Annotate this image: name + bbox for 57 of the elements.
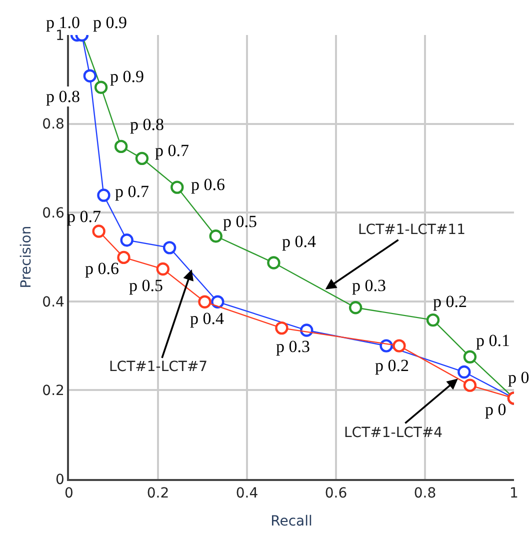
- y-tick-label: 0.6: [42, 206, 65, 222]
- point: [120, 234, 134, 247]
- annotation: p 0.9: [93, 13, 127, 32]
- y-tick-label: 0.4: [42, 294, 65, 310]
- annotation: p 0.5: [129, 276, 163, 295]
- point: [209, 230, 222, 243]
- point: [275, 321, 288, 335]
- point: [198, 295, 212, 308]
- annotation: p 0.6: [191, 175, 225, 194]
- annotation: LCT#1-LCT#11: [358, 222, 466, 238]
- y-axis-title: Precision: [18, 226, 34, 288]
- x-tick-label: 0.6: [324, 486, 348, 502]
- point: [117, 250, 130, 264]
- point: [463, 350, 477, 364]
- x-tick-label: 0.2: [146, 486, 170, 502]
- annotation: p 0.3: [352, 276, 386, 295]
- point: [426, 313, 440, 327]
- point: [156, 262, 170, 276]
- annotation: p 0.6: [85, 259, 119, 278]
- x-tick-label: 1: [510, 486, 518, 502]
- point: [211, 295, 224, 308]
- point: [94, 80, 108, 94]
- x-tick-label: 0.8: [414, 486, 436, 502]
- annotation: p 0.4: [190, 309, 224, 328]
- annotation: p 0.5: [223, 212, 257, 231]
- y-tick-label: 1: [56, 28, 64, 44]
- annotation: LCT#1-LCT#7: [109, 359, 208, 375]
- annotation: p 0.2: [375, 356, 409, 375]
- point: [348, 301, 362, 314]
- annotation: p 0.2: [433, 292, 467, 311]
- annotation: p 0.4: [282, 232, 316, 251]
- point: [114, 140, 128, 154]
- annotation: p 0.3: [276, 337, 310, 356]
- y-tick-label: 0: [56, 472, 64, 488]
- x-tick-label: 0.4: [236, 486, 258, 502]
- point: [83, 69, 97, 82]
- y-tick-label: 0.8: [42, 116, 64, 133]
- annotation: p 0.7: [115, 182, 150, 201]
- x-axis-title: Recall: [270, 513, 312, 530]
- point: [463, 378, 477, 392]
- point: [267, 256, 280, 270]
- annotation: p 0: [508, 368, 530, 387]
- point: [97, 188, 110, 202]
- point: [162, 241, 176, 254]
- annotation: p 0.9: [110, 67, 144, 86]
- y-tick-label: 0.2: [42, 383, 64, 400]
- annotation: LCT#1-LCT#4: [344, 425, 443, 441]
- point: [92, 224, 106, 238]
- point: [135, 152, 149, 166]
- annotation: p 0: [485, 400, 506, 419]
- annotation: p 0.1: [476, 331, 510, 350]
- annotation: p 0.8: [46, 87, 80, 106]
- point: [170, 180, 184, 194]
- annotation: p 0.8: [130, 115, 164, 134]
- annotation: p 0.7: [155, 141, 190, 160]
- point: [392, 339, 406, 352]
- point: [458, 365, 471, 379]
